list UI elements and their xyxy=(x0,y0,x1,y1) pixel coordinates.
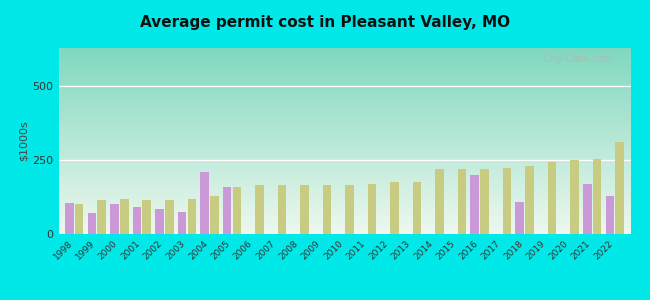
Bar xyxy=(75,205,83,234)
Bar xyxy=(110,205,119,234)
Text: City-Data.com: City-Data.com xyxy=(543,54,614,64)
Bar xyxy=(570,160,579,234)
Bar xyxy=(65,203,73,234)
Y-axis label: $1000s: $1000s xyxy=(18,121,29,161)
Bar xyxy=(458,169,466,234)
Bar xyxy=(413,182,421,234)
Bar xyxy=(200,172,209,234)
Bar xyxy=(300,185,309,234)
Bar xyxy=(436,169,444,234)
Bar xyxy=(120,199,129,234)
Bar xyxy=(471,175,479,234)
Bar xyxy=(583,184,592,234)
Bar xyxy=(322,185,332,234)
Bar xyxy=(593,159,601,234)
Bar xyxy=(606,196,614,234)
Bar xyxy=(133,207,141,234)
Bar xyxy=(548,162,556,234)
Bar xyxy=(525,166,534,234)
Bar xyxy=(345,185,354,234)
Bar xyxy=(188,199,196,234)
Bar xyxy=(98,200,106,234)
Bar xyxy=(177,212,186,234)
Bar xyxy=(223,187,231,234)
Bar xyxy=(142,200,151,234)
Bar xyxy=(368,184,376,234)
Text: Average permit cost in Pleasant Valley, MO: Average permit cost in Pleasant Valley, … xyxy=(140,15,510,30)
Bar xyxy=(616,142,624,234)
Bar xyxy=(88,213,96,234)
Bar xyxy=(480,169,489,234)
Bar xyxy=(255,185,264,234)
Bar xyxy=(165,200,174,234)
Bar xyxy=(210,196,218,234)
Bar xyxy=(155,209,164,234)
Bar xyxy=(503,168,512,234)
Bar xyxy=(390,182,398,234)
Bar xyxy=(278,185,286,234)
Bar xyxy=(515,202,524,234)
Bar xyxy=(233,187,241,234)
